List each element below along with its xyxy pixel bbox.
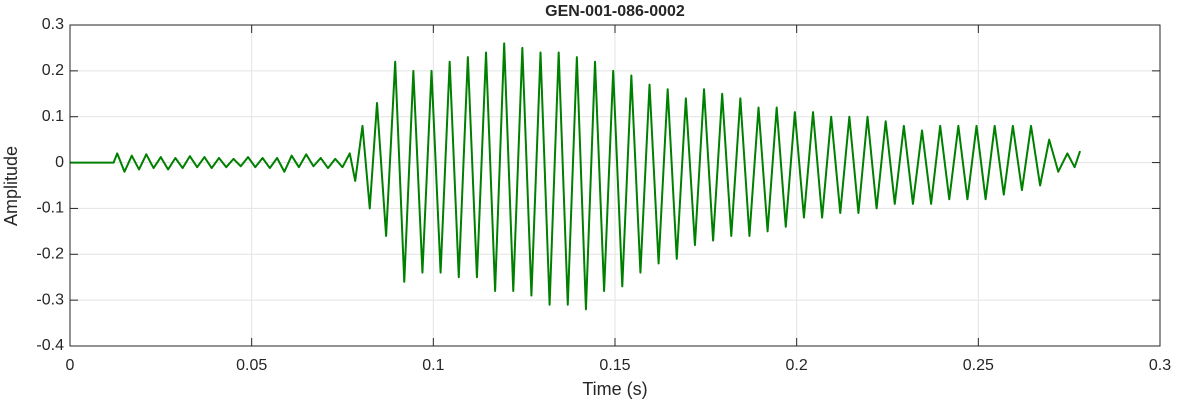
y-tick-label: 0.1 <box>42 108 64 125</box>
x-axis-label: Time (s) <box>582 379 647 399</box>
x-tick-label: 0.1 <box>422 357 444 374</box>
x-tick-label: 0 <box>66 357 75 374</box>
y-tick-label: -0.4 <box>36 337 64 354</box>
x-tick-label: 0.15 <box>599 357 630 374</box>
y-tick-label: 0.3 <box>42 16 64 33</box>
y-tick-label: -0.3 <box>36 291 64 308</box>
y-tick-label: 0.2 <box>42 62 64 79</box>
waveform-line <box>70 42 1082 311</box>
x-tick-label: 0.25 <box>963 357 994 374</box>
x-tick-label: 0.3 <box>1149 357 1171 374</box>
y-tick-label: 0 <box>55 154 64 171</box>
x-tick-label: 0.05 <box>236 357 267 374</box>
y-axis-label: Amplitude <box>1 146 21 226</box>
chart-title: GEN-001-086-0002 <box>545 3 685 20</box>
x-tick-label: 0.2 <box>786 357 808 374</box>
y-tick-label: -0.1 <box>36 200 64 217</box>
plot-frame <box>69 24 1161 347</box>
y-tick-label: -0.2 <box>36 246 64 263</box>
